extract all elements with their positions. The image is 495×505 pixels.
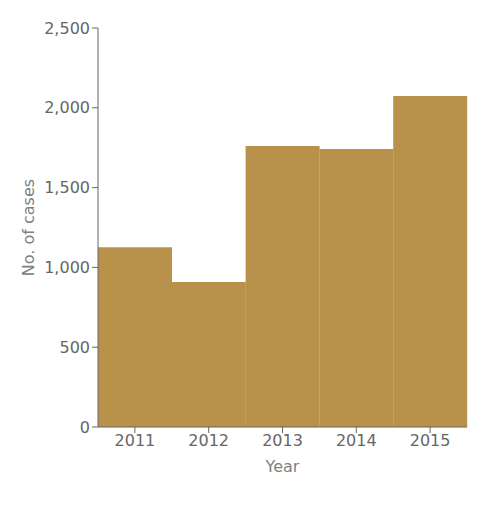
svg-text:2011: 2011 <box>115 431 156 450</box>
svg-text:No. of cases: No. of cases <box>19 179 38 276</box>
svg-text:2012: 2012 <box>188 431 229 450</box>
svg-text:0: 0 <box>80 418 90 437</box>
svg-text:2015: 2015 <box>410 431 451 450</box>
svg-text:1,500: 1,500 <box>44 178 90 197</box>
svg-text:1,000: 1,000 <box>44 258 90 277</box>
svg-text:2,000: 2,000 <box>44 98 90 117</box>
svg-text:2013: 2013 <box>262 431 303 450</box>
svg-text:500: 500 <box>59 338 90 357</box>
svg-text:2,500: 2,500 <box>44 19 90 38</box>
svg-text:Year: Year <box>265 457 300 476</box>
svg-text:2014: 2014 <box>336 431 377 450</box>
